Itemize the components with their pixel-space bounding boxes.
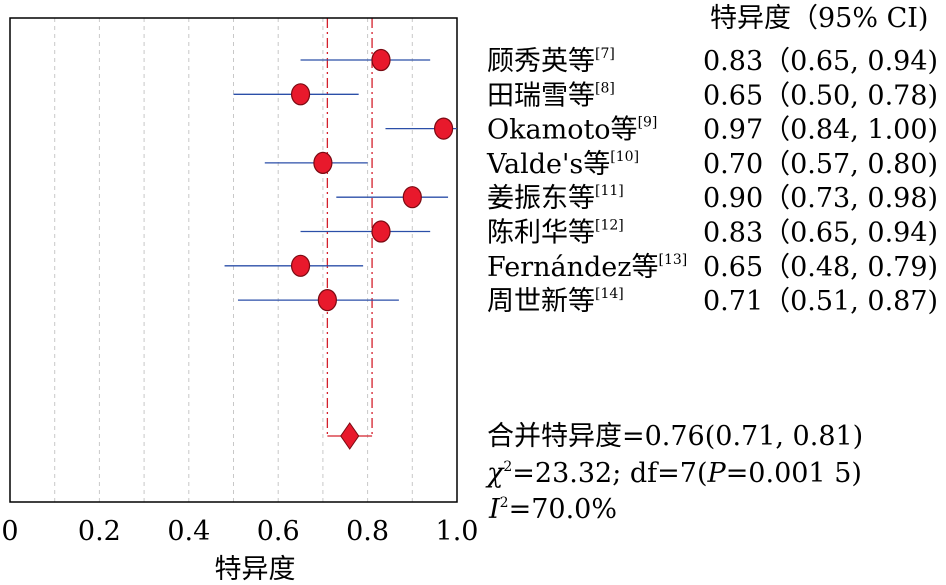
pooled-diamond — [340, 422, 360, 450]
study-label: 陈利华等[12] — [487, 218, 624, 249]
study-label: Valde's等[10] — [486, 149, 639, 180]
study-row: Okamoto等[9] 0.97（0.84, 1.00) — [385, 115, 938, 146]
study-ci-text: 0.71（0.51, 0.87) — [703, 286, 938, 317]
study-label: 周世新等[14] — [487, 286, 624, 317]
ci-column-header: 特异度（95% CI) — [710, 3, 928, 34]
study-ci-text: 0.90（0.73, 0.98) — [703, 183, 938, 214]
pooled-specificity-text: 合并特异度=0.76(0.71, 0.81) — [487, 421, 863, 452]
study-point — [371, 48, 391, 72]
study-label: 姜振东等[11] — [487, 183, 624, 214]
study-ci-text: 0.83（0.65, 0.94) — [703, 218, 938, 249]
pooled-estimate — [340, 422, 360, 450]
study-row: Fernández等[13] 0.65（0.48, 0.79) — [224, 252, 938, 283]
pooled-ci-reference — [326, 18, 373, 437]
study-label: 田瑞雪等[8] — [487, 80, 615, 111]
x-tick-label: 0.8 — [346, 516, 389, 547]
x-axis-ticks: 0 0.2 0.4 0.6 0.8 1.0 — [1, 516, 478, 547]
study-point — [290, 254, 311, 277]
study-row: 周世新等[14] 0.71（0.51, 0.87) — [237, 286, 938, 317]
study-ci-text: 0.97（0.84, 1.00) — [703, 115, 938, 146]
x-tick-label: 0.2 — [78, 516, 121, 547]
study-point — [290, 83, 311, 106]
study-point — [402, 186, 422, 209]
heterogeneity-chi-square: χ2=23.32; df=7(P=0.001 5) — [485, 458, 862, 489]
study-point — [433, 117, 454, 140]
study-row: 陈利华等[12] 0.83（0.65, 0.94) — [300, 218, 938, 249]
study-point — [313, 151, 333, 174]
study-label: Fernández等[13] — [487, 252, 687, 283]
study-row: 姜振东等[11] 0.90（0.73, 0.98) — [336, 183, 938, 214]
study-point — [317, 289, 337, 312]
x-axis-label: 特异度 — [215, 554, 296, 585]
x-tick-label: 1.0 — [436, 516, 479, 547]
study-row: Valde's等[10] 0.70（0.57, 0.80) — [264, 149, 938, 180]
study-ci-text: 0.70（0.57, 0.80) — [703, 149, 938, 180]
study-row: 田瑞雪等[8] 0.65（0.50, 0.78) — [233, 80, 938, 111]
heterogeneity-i-square: I2=70.0% — [488, 494, 617, 525]
x-tick-label: 0.4 — [167, 516, 210, 547]
study-label: Okamoto等[9] — [487, 115, 657, 146]
study-ci-text: 0.65（0.50, 0.78) — [703, 80, 938, 111]
study-label: 顾秀英等[7] — [487, 46, 615, 77]
grid-lines — [54, 18, 413, 502]
x-tick-label: 0 — [1, 516, 18, 547]
plot-frame — [9, 17, 458, 503]
x-tick-label: 0.6 — [257, 516, 300, 547]
study-row: 顾秀英等[7] 0.83（0.65, 0.94) — [300, 46, 938, 77]
study-point — [371, 220, 391, 243]
study-ci-text: 0.83（0.65, 0.94) — [703, 46, 938, 77]
study-rows: 顾秀英等[7] 0.83（0.65, 0.94) 田瑞雪等[8] 0.65（0.50,… — [224, 46, 938, 317]
study-ci-text: 0.65（0.48, 0.79) — [703, 252, 938, 283]
